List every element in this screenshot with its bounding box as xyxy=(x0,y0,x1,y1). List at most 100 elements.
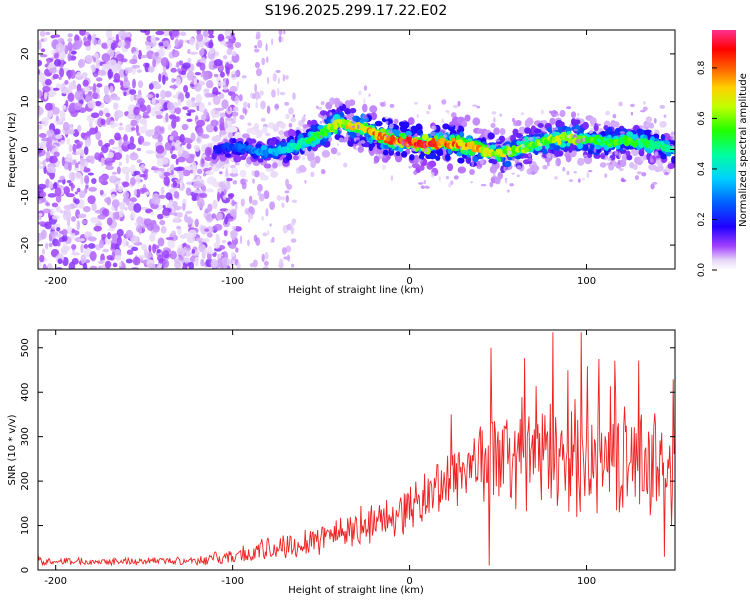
spectrogram-ridge-cell xyxy=(260,145,268,151)
spectrogram-noise-cell xyxy=(448,182,452,188)
spectrogram-ridge-cell xyxy=(660,152,667,160)
spectrogram-noise-cell xyxy=(222,86,229,91)
spectrogram-ridge-cell xyxy=(462,149,470,155)
spectrogram-noise-cell xyxy=(158,171,163,176)
spectrogram-noise-cell xyxy=(539,142,543,147)
spectrogram-ridge-cell xyxy=(614,127,622,136)
spectrogram-noise-cell xyxy=(389,103,395,108)
spectrogram-noise-cell xyxy=(91,202,97,211)
spectrogram-noise-cell xyxy=(269,223,272,227)
spectrogram-noise-cell xyxy=(136,216,144,226)
spectrogram-noise-cell xyxy=(100,157,105,167)
spectrogram-noise-cell xyxy=(408,126,412,131)
spectrogram-noise-cell xyxy=(244,178,248,183)
spectrogram-noise-cell xyxy=(119,122,123,126)
spectrogram-noise-cell xyxy=(219,71,225,78)
spectrogram-noise-cell xyxy=(263,260,269,267)
spectrogram-ridge-cell xyxy=(415,123,423,132)
spectrogram-ridge-cell xyxy=(416,129,424,136)
spectrogram-noise-cell xyxy=(208,47,215,55)
spectrogram-noise-cell xyxy=(141,141,151,147)
spectrogram-ridge-cell xyxy=(515,132,524,139)
spectrogram-noise-cell xyxy=(71,244,77,250)
spectrogram-noise-cell xyxy=(116,235,122,246)
spectrogram-ridge-cell xyxy=(295,129,301,136)
spectrogram-noise-cell xyxy=(71,184,75,189)
spectrogram-noise-cell xyxy=(176,225,182,230)
spectrogram-noise-cell xyxy=(82,86,91,92)
spectrogram-noise-cell xyxy=(80,132,86,139)
spectrogram-noise-cell xyxy=(249,207,256,215)
spectrogram-noise-cell xyxy=(158,194,166,199)
spectrogram-noise-cell xyxy=(494,143,499,147)
spectrogram-ridge-cell xyxy=(659,120,667,128)
spectrogram-noise-cell xyxy=(389,123,394,129)
spectrogram-ridge-cell xyxy=(537,123,544,128)
spectrogram-noise-cell xyxy=(385,120,389,125)
spectrogram-noise-cell xyxy=(573,128,578,132)
spectrogram-ridge-cell xyxy=(374,120,383,127)
spectrogram-noise-cell xyxy=(174,38,180,48)
spectrogram-ridge-cell xyxy=(280,141,285,147)
spectrogram-noise-cell xyxy=(74,90,84,101)
spectrogram-ridge-cell xyxy=(533,128,542,134)
spectrogram-noise-cell xyxy=(88,186,97,192)
spectrogram-ridge-cell xyxy=(559,109,566,118)
spectrogram-ridge-cell xyxy=(524,127,532,134)
spectrogram-noise-cell xyxy=(582,136,586,143)
spectrogram-noise-cell xyxy=(619,131,626,134)
spectrogram-noise-cell xyxy=(105,165,114,171)
spectrogram-noise-cell xyxy=(83,244,89,249)
spectrogram-ridge-cell xyxy=(472,156,479,163)
spectrogram-noise-cell xyxy=(206,80,214,89)
snr-frame xyxy=(37,329,676,571)
spectrogram-noise-cell xyxy=(190,132,196,142)
spectrogram-noise-cell xyxy=(431,125,437,131)
spectrogram-noise-cell xyxy=(50,34,56,39)
spectrogram-noise-cell xyxy=(373,161,378,164)
colorbar-tick-label: 0.0 xyxy=(697,263,707,278)
colorbar-gradient xyxy=(712,30,736,270)
spectrogram-noise-cell xyxy=(83,41,91,47)
spectrogram-ridge-cell xyxy=(493,127,500,135)
spectrogram-ridge-cell xyxy=(329,97,336,106)
spectrogram-noise-cell xyxy=(49,155,58,164)
spectrogram-noise-cell xyxy=(664,172,669,176)
spectrogram-noise-cell xyxy=(198,102,206,113)
spectrogram-noise-cell xyxy=(67,92,75,102)
spectrogram-noise-cell xyxy=(138,126,148,134)
colorbar-tick-label: 0.6 xyxy=(697,111,707,126)
spectrogram-noise-cell xyxy=(582,154,588,158)
spectrogram-noise-cell xyxy=(265,208,269,217)
spectrogram-noise-cell xyxy=(106,217,113,226)
spectrogram-noise-cell xyxy=(225,167,229,177)
spectrogram-ridge-cell xyxy=(589,117,597,126)
spectrogram-noise-cell xyxy=(169,250,177,260)
spectrogram-noise-cell xyxy=(65,193,75,198)
spectrogram-noise-cell xyxy=(618,152,622,159)
spectrogram-noise-cell xyxy=(160,89,166,100)
spectrogram-noise-cell xyxy=(111,194,116,199)
spectrogram-noise-cell xyxy=(642,101,646,105)
spectrogram-noise-cell xyxy=(139,118,148,125)
spectrogram-noise-cell xyxy=(82,79,89,87)
spectrogram-noise-cell xyxy=(119,201,126,210)
spectrogram-noise-cell xyxy=(98,265,102,269)
spectrogram-noise-cell xyxy=(232,106,239,112)
colorbar-tick-label: 0.8 xyxy=(697,60,707,75)
spectrogram-noise-cell xyxy=(76,187,81,193)
spectrogram-noise-cell xyxy=(219,117,225,126)
spectrogram-noise-cell xyxy=(604,173,608,178)
spectrogram-noise-cell xyxy=(113,152,123,161)
spectrogram-noise-cell xyxy=(512,117,515,123)
spectrogram-ridge-cell xyxy=(515,119,522,127)
spectrogram-noise-cell xyxy=(62,121,70,132)
spectrogram-noise-cell xyxy=(230,111,239,117)
spectrogram-ridge-cell xyxy=(272,162,278,169)
spectrogram-noise-cell xyxy=(195,237,204,242)
spectrogram-noise-cell xyxy=(194,144,201,152)
spectrogram-noise-cell xyxy=(185,244,191,249)
spectrogram-noise-cell xyxy=(276,87,280,97)
spectrogram-noise-cell xyxy=(113,72,121,83)
spectrogram-noise-cell xyxy=(169,212,176,216)
